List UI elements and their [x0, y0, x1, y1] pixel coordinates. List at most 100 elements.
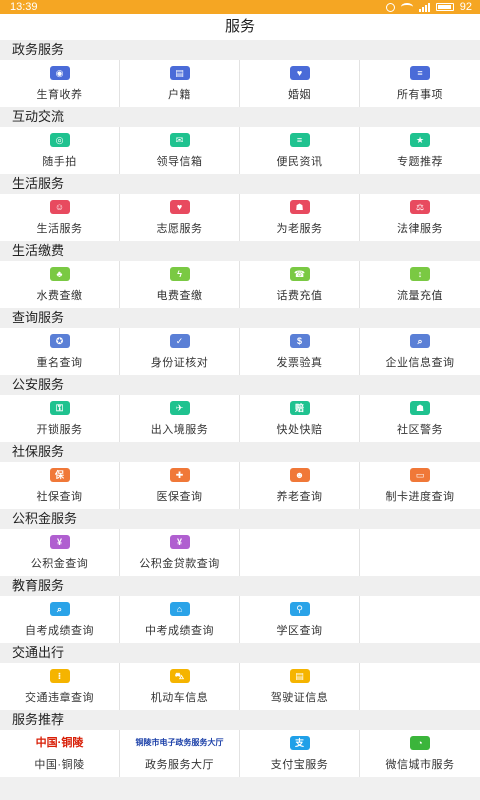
- service-item[interactable]: ☺ 生活服务: [0, 194, 120, 241]
- elderly-icon: ☗: [289, 200, 310, 214]
- service-item[interactable]: ⁝ 交通违章查询: [0, 663, 120, 710]
- service-item[interactable]: ↕ 流量充值: [360, 261, 480, 308]
- alipay-icon: 支: [289, 736, 310, 750]
- service-item[interactable]: ⛍ 机动车信息: [120, 663, 240, 710]
- service-label: 中考成绩查询: [145, 625, 214, 637]
- service-grid: ⌕ 自考成绩查询 ⌂ 中考成绩查询 ⚲ 学区查询: [0, 596, 480, 643]
- service-item[interactable]: ¥ 公积金贷款查询: [120, 529, 240, 576]
- search-person-icon: ✪: [49, 334, 70, 348]
- water-drop-icon: ♣: [49, 267, 70, 281]
- traffic-light-icon: ⁝: [49, 669, 70, 683]
- service-item[interactable]: ✉ 领导信箱: [120, 127, 240, 174]
- service-grid: ◎ 随手拍 ✉ 领导信箱 ≡ 便民资讯 ★ 专题推荐: [0, 127, 480, 174]
- shield-icon: 赔: [289, 401, 310, 415]
- service-item[interactable]: ▭ 制卡进度查询: [360, 462, 480, 509]
- gavel-icon: ⚖: [410, 200, 430, 214]
- service-item[interactable]: ☗ 社区警务: [360, 395, 480, 442]
- service-sections: 政务服务 ◉ 生育收养 ▤ 户籍 ♥ 婚姻 ≡ 所有事项 互动交流 ◎ 随手拍 ✉ 领导信箱 ≡ 便民资讯 ★ 专…: [0, 40, 480, 777]
- service-label: 婚姻: [288, 89, 311, 101]
- family-icon: ◉: [49, 66, 70, 80]
- service-grid: ♣ 水费查缴 ϟ 电费查缴 ☎ 话费充值 ↕ 流量充值: [0, 261, 480, 308]
- service-item[interactable]: ⚿ 开锁服务: [0, 395, 120, 442]
- service-item[interactable]: ✚ 医保查询: [120, 462, 240, 509]
- service-label: 重名查询: [36, 357, 83, 369]
- service-item[interactable]: 铜陵市电子政务服务大厅 政务服务大厅: [120, 730, 240, 777]
- search-icon: ⌕: [49, 602, 70, 616]
- service-label: 制卡进度查询: [385, 491, 455, 503]
- service-label: 支付宝服务: [270, 759, 329, 771]
- service-item[interactable]: ϟ 电费查缴: [120, 261, 240, 308]
- service-item[interactable]: ✓ 身份证核对: [120, 328, 240, 375]
- service-item[interactable]: 保社保查询: [0, 462, 120, 509]
- phone-icon: ☎: [289, 267, 310, 281]
- status-bar: 13:39 92: [0, 0, 480, 14]
- service-label: 发票验真: [276, 357, 323, 369]
- document-icon: ≡: [410, 66, 430, 80]
- service-grid: ⚿ 开锁服务 ✈ 出入境服务 赔快处快赔 ☗ 社区警务: [0, 395, 480, 442]
- service-item[interactable]: ☗ 为老服务: [240, 194, 360, 241]
- airplane-icon: ✈: [169, 401, 190, 415]
- medical-icon: ✚: [169, 468, 190, 482]
- service-label: 自考成绩查询: [25, 625, 94, 637]
- service-item[interactable]: ⌕ 企业信息查询: [360, 328, 480, 375]
- service-label: 电费查缴: [156, 290, 203, 302]
- section-title: 交通出行: [0, 643, 480, 663]
- service-item[interactable]: 赔快处快赔: [240, 395, 360, 442]
- service-item[interactable]: ♣ 水费查缴: [0, 261, 120, 308]
- service-grid: 中国·铜陵 中国·铜陵 铜陵市电子政务服务大厅 政务服务大厅支支付宝服务 ◔ 微信城市服务: [0, 730, 480, 777]
- service-item[interactable]: ▤ 驾驶证信息: [240, 663, 360, 710]
- section-title: 查询服务: [0, 308, 480, 328]
- service-item[interactable]: ♥ 婚姻: [240, 60, 360, 107]
- id-card-icon: ▤: [169, 66, 190, 80]
- service-label: 机动车信息: [150, 692, 209, 704]
- lightning-icon: ϟ: [169, 267, 190, 281]
- service-item[interactable]: ≡ 所有事项: [360, 60, 480, 107]
- service-item[interactable]: ▤ 户籍: [120, 60, 240, 107]
- service-item[interactable]: ◔ 微信城市服务: [360, 730, 480, 777]
- service-item[interactable]: ♥ 志愿服务: [120, 194, 240, 241]
- service-label: 生活服务: [36, 223, 83, 235]
- service-label: 公积金贷款查询: [139, 558, 220, 570]
- service-label: 中国·铜陵: [34, 759, 85, 771]
- service-item[interactable]: ★ 专题推荐: [360, 127, 480, 174]
- status-time: 13:39: [10, 1, 38, 13]
- service-grid: ⁝ 交通违章查询 ⛍ 机动车信息 ▤ 驾驶证信息: [0, 663, 480, 710]
- service-item[interactable]: ≡ 便民资讯: [240, 127, 360, 174]
- service-item[interactable]: ◎ 随手拍: [0, 127, 120, 174]
- service-item[interactable]: ◉ 生育收养: [0, 60, 120, 107]
- service-grid: ☺ 生活服务 ♥ 志愿服务 ☗ 为老服务 ⚖ 法律服务: [0, 194, 480, 241]
- service-label: 志愿服务: [156, 223, 203, 235]
- empty-cell: [360, 596, 480, 643]
- service-label: 社区警务: [397, 424, 443, 436]
- lock-icon: ⚿: [49, 401, 70, 415]
- service-item[interactable]: ☻ 养老查询: [240, 462, 360, 509]
- elderly-couple-icon: ☻: [289, 468, 310, 482]
- service-item[interactable]: $ 发票验真: [240, 328, 360, 375]
- battery-level: 92: [459, 1, 472, 13]
- section-title: 服务推荐: [0, 710, 480, 730]
- alarm-icon: [385, 2, 395, 12]
- service-item[interactable]: ☎ 话费充值: [240, 261, 360, 308]
- service-label: 户籍: [168, 89, 191, 101]
- service-label: 政务服务大厅: [145, 759, 214, 771]
- service-item[interactable]: ¥ 公积金查询: [0, 529, 120, 576]
- page-title: 服务: [0, 14, 480, 40]
- service-item[interactable]: ⚲ 学区查询: [240, 596, 360, 643]
- invoice-icon: $: [289, 334, 310, 348]
- section-title: 教育服务: [0, 576, 480, 596]
- service-grid: ◉ 生育收养 ▤ 户籍 ♥ 婚姻 ≡ 所有事项: [0, 60, 480, 107]
- service-label: 流量充值: [397, 290, 443, 302]
- service-item[interactable]: ✈ 出入境服务: [120, 395, 240, 442]
- service-label: 学区查询: [276, 625, 323, 637]
- service-item[interactable]: ⌂ 中考成绩查询: [120, 596, 240, 643]
- service-item[interactable]: 支支付宝服务: [240, 730, 360, 777]
- service-item[interactable]: 中国·铜陵 中国·铜陵: [0, 730, 120, 777]
- section-title: 生活服务: [0, 174, 480, 194]
- empty-cell: [360, 529, 480, 576]
- service-item[interactable]: ⌕ 自考成绩查询: [0, 596, 120, 643]
- service-item[interactable]: ⚖ 法律服务: [360, 194, 480, 241]
- service-label: 领导信箱: [156, 156, 203, 168]
- service-item[interactable]: ✪ 重名查询: [0, 328, 120, 375]
- loan-icon: ¥: [169, 535, 190, 549]
- wechat-icon: ◔: [410, 736, 430, 750]
